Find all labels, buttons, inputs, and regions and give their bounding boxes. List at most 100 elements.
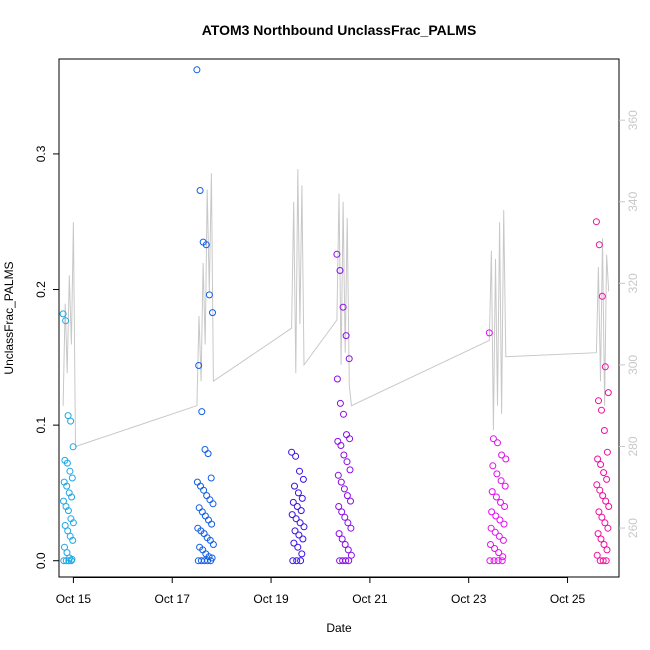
data-point: [292, 452, 300, 460]
data-point: [290, 539, 298, 547]
data-point: [491, 545, 499, 552]
y2-tick-label: 320: [626, 273, 640, 293]
data-point: [333, 250, 341, 258]
y2-tick-label: 280: [626, 436, 640, 456]
data-point: [347, 497, 354, 505]
data-point: [598, 292, 606, 300]
data-point: [594, 455, 602, 463]
secondary-series-line: [62, 169, 610, 448]
data-point: [291, 482, 298, 490]
data-point: [497, 477, 505, 485]
x-tick-label: Oct 23: [451, 592, 487, 606]
data-point: [300, 523, 308, 531]
y2-tick-label: 340: [626, 191, 640, 211]
data-point: [298, 494, 306, 502]
data-point: [343, 458, 351, 466]
y-tick-label: 0.3: [34, 145, 48, 162]
data-point: [336, 399, 344, 407]
data-point: [204, 450, 212, 458]
data-point: [605, 503, 613, 510]
data-point: [299, 475, 307, 483]
data-point: [487, 541, 494, 548]
data-point: [341, 513, 349, 521]
x-axis: Oct 15 Oct 17 Oct 19 Oct 21 Oct 23 Oct 25: [56, 577, 586, 606]
data-point: [68, 493, 76, 501]
y-tick-label: 0.1: [34, 416, 48, 433]
data-point: [63, 482, 71, 490]
data-point: [289, 557, 297, 565]
data-point: [336, 267, 344, 274]
y-tick-label: 0.2: [34, 281, 48, 298]
data-point: [604, 524, 612, 532]
data-point: [490, 557, 498, 565]
x-tick-label: Oct 25: [550, 592, 586, 606]
y-axis-label: UnclassFrac_PALMS: [2, 261, 16, 374]
data-point: [600, 541, 608, 548]
x-tick-label: Oct 21: [352, 592, 388, 606]
chart-title: ATOM3 Northbound UnclassFrac_PALMS: [202, 22, 477, 38]
data-point: [205, 553, 213, 561]
data-point: [488, 488, 496, 496]
data-point: [193, 66, 201, 74]
data-point: [347, 551, 355, 559]
data-point: [603, 546, 611, 554]
data-point: [207, 557, 215, 565]
data-point: [501, 503, 509, 510]
data-point: [59, 310, 67, 318]
data-point: [200, 486, 208, 494]
data-point: [345, 557, 353, 565]
data-point: [294, 489, 302, 497]
data-point: [68, 474, 76, 482]
data-point: [592, 218, 600, 226]
data-point: [64, 412, 72, 420]
x-tick-label: Oct 19: [253, 592, 289, 606]
data-point: [204, 557, 212, 565]
data-point: [288, 511, 296, 519]
data-point: [340, 410, 347, 418]
data-point: [335, 530, 343, 538]
data-point: [198, 408, 206, 416]
data-point: [600, 469, 608, 477]
data-point: [596, 486, 604, 494]
data-point: [335, 503, 343, 510]
data-point: [346, 466, 354, 474]
data-point: [209, 309, 216, 317]
data-point: [60, 557, 68, 565]
data-point: [494, 439, 501, 447]
data-point: [489, 435, 497, 443]
data-point: [593, 551, 601, 559]
data-point: [499, 536, 507, 544]
data-point: [202, 241, 210, 249]
data-point: [344, 546, 352, 554]
data-point: [288, 448, 296, 456]
data-point: [342, 332, 350, 340]
data-point: [340, 451, 348, 459]
data-point: [291, 527, 299, 535]
data-point: [601, 519, 609, 527]
data-point: [492, 512, 500, 520]
data-point: [339, 303, 347, 311]
data-point: [67, 417, 75, 425]
data-point: [593, 481, 601, 489]
data-point: [289, 498, 297, 506]
data-point: [67, 557, 75, 565]
data-point: [599, 557, 607, 565]
data-point: [341, 541, 349, 548]
data-point: [602, 497, 610, 505]
data-point: [597, 461, 605, 468]
data-point: [63, 459, 71, 467]
data-point: [293, 557, 301, 565]
data-point: [298, 550, 306, 558]
data-point: [497, 498, 504, 506]
data-point: [195, 362, 203, 369]
data-point: [297, 507, 305, 515]
data-point: [603, 475, 611, 483]
data-point: [342, 557, 350, 565]
data-point: [294, 543, 302, 551]
y-axis: 0.0 0.1 0.2 0.3: [34, 145, 59, 569]
data-point: [495, 532, 503, 540]
data-point: [602, 557, 610, 565]
data-point: [595, 241, 603, 249]
data-point: [66, 467, 74, 475]
data-point: [498, 557, 506, 565]
